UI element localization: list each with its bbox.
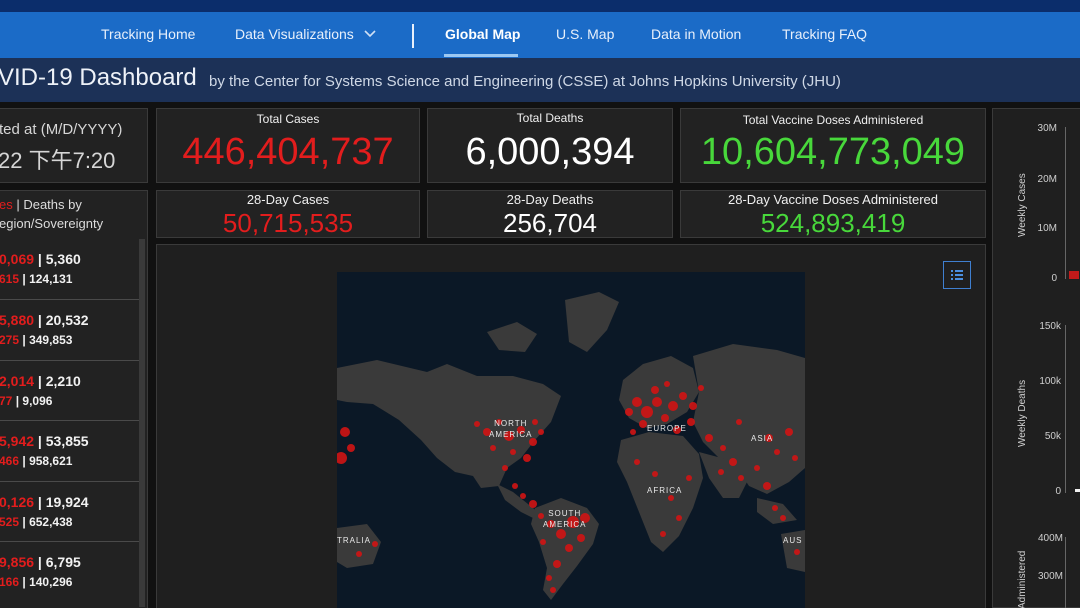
map-label-australia-right: AUS (783, 536, 803, 545)
cases-28-day-label: 28-Day Cases (246, 192, 330, 207)
map-label-africa: AFRICA (647, 486, 683, 495)
deaths-28-day-label: 28-Day Deaths (506, 192, 594, 207)
list-scrollbar[interactable] (139, 239, 145, 607)
page-title: VID-19 Dashboard (0, 64, 197, 91)
tick-label: 400M (1037, 533, 1063, 544)
nav-data-in-motion[interactable]: Data in Motion (651, 26, 742, 42)
vaccine-28-day-card: 28-Day Vaccine Doses Administered 524,89… (680, 190, 986, 238)
top-strip (0, 0, 1080, 12)
total-deaths-label: Total Deaths (516, 111, 584, 125)
tick-label: 150k (1039, 321, 1061, 332)
tick-label: 0 (1051, 273, 1057, 284)
region-list-panel: es | Deaths by egion/Sovereignty 0,069 |… (0, 190, 148, 608)
total-deaths-card: Total Deaths 6,000,394 (427, 108, 673, 183)
cases-28-day-card: 28-Day Cases 50,715,535 (156, 190, 420, 238)
tick-label: 100k (1039, 376, 1061, 387)
chevron-down-icon[interactable] (364, 30, 376, 38)
world-map[interactable]: NORTH AMERICA SOUTH AMERICA EUROPE ASIA AF… (337, 272, 805, 608)
total-cases-label: Total Cases (256, 112, 320, 126)
nav-us-map[interactable]: U.S. Map (556, 26, 615, 42)
weekly-cases-bar (1069, 271, 1079, 279)
page-subtitle: by the Center for Systems Science and En… (209, 73, 841, 90)
legend-button[interactable] (943, 261, 971, 289)
list-item[interactable]: 9,856 | 6,795 166 | 140,296 (0, 541, 139, 602)
vaccine-28-day-value: 524,893,419 (760, 208, 906, 238)
deaths-28-day-card: 28-Day Deaths 256,704 (427, 190, 673, 238)
weekly-deaths-bar (1075, 489, 1080, 492)
tick-label: 10M (1037, 223, 1057, 234)
total-cases-value: 446,404,737 (182, 131, 394, 173)
title-bar: VID-19 Dashboard by the Center for Syste… (0, 58, 1080, 102)
nav-tracking-faq[interactable]: Tracking FAQ (782, 26, 868, 42)
total-cases-card: Total Cases 446,404,737 (156, 108, 420, 183)
total-vaccine-value: 10,604,773,049 (700, 131, 966, 173)
map-label-asia: ASIA (751, 434, 774, 443)
map-label-south-america: SOUTH AMERICA (543, 509, 587, 529)
last-updated-label: ted at (M/D/YYYY) (0, 121, 123, 138)
world-map-svg (337, 292, 805, 600)
nav-tracking-home[interactable]: Tracking Home (101, 26, 196, 42)
chart-axis-line (1065, 127, 1066, 279)
trend-charts-panel: Weekly Cases 30M 20M 10M 0 Weekly Deaths… (992, 108, 1080, 608)
list-item[interactable]: 2,014 | 2,210 77 | 9,096 (0, 360, 139, 421)
last-updated-value: 22 下午7:20 (0, 148, 116, 173)
tick-label: 300M (1037, 571, 1063, 582)
tick-label: 0 (1055, 486, 1061, 497)
chart-axis-line (1065, 325, 1066, 493)
nav-global-map[interactable]: Global Map (445, 26, 521, 42)
region-list-header: es | Deaths by egion/Sovereignty (0, 197, 104, 231)
list-item[interactable]: 0,069 | 5,360 615 | 124,131 (0, 251, 81, 286)
nav-data-visualizations[interactable]: Data Visualizations (235, 26, 354, 42)
list-item[interactable]: 0,126 | 19,924 525 | 652,438 (0, 481, 139, 542)
nav-divider (412, 24, 414, 48)
nav-active-underline (444, 54, 518, 57)
tick-label: 50k (1044, 431, 1061, 442)
deaths-28-day-value: 256,704 (503, 208, 597, 238)
map-label-europe: EUROPE (647, 424, 687, 433)
total-vaccine-label: Total Vaccine Doses Administered (742, 113, 924, 127)
nav-bar: Tracking Home Data Visualizations Global… (0, 12, 1080, 58)
last-updated-panel: ted at (M/D/YYYY) 22 下午7:20 (0, 108, 148, 183)
list-icon (951, 270, 963, 280)
map-label-australia-left: TRALIA (337, 536, 372, 545)
vaccine-28-day-label: 28-Day Vaccine Doses Administered (727, 192, 939, 207)
chart-axis-line (1065, 537, 1066, 608)
total-vaccine-card: Total Vaccine Doses Administered 10,604,… (680, 108, 986, 183)
map-label-north-america: NORTH AMERICA (489, 419, 533, 439)
total-deaths-value: 6,000,394 (465, 131, 635, 173)
list-item[interactable]: 5,880 | 20,532 275 | 349,853 (0, 299, 139, 360)
list-item[interactable]: 5,942 | 53,855 466 | 958,621 (0, 420, 139, 481)
global-map-panel: NORTH AMERICA SOUTH AMERICA EUROPE ASIA AF… (156, 244, 986, 608)
cases-28-day-value: 50,715,535 (222, 208, 354, 238)
tick-label: 30M (1037, 123, 1057, 134)
tick-label: 20M (1037, 174, 1057, 185)
